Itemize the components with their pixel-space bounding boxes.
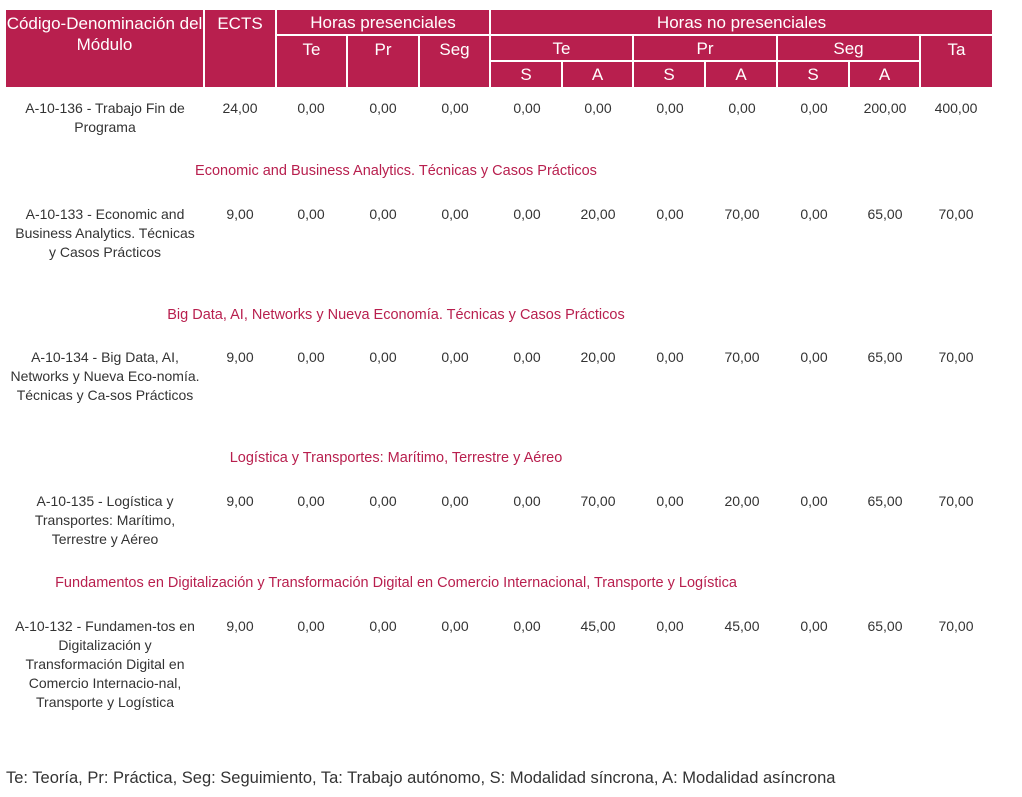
table-cell: 0,00 — [369, 349, 397, 365]
table-cell: 0,00 — [728, 100, 756, 116]
table-cell: 70,00 — [938, 206, 974, 222]
section-title: Fundamentos en Digitalización y Transfor… — [55, 575, 737, 591]
header-pres-te-label: Te — [302, 40, 321, 59]
header-pres-pr: Pr — [348, 36, 418, 87]
header-pres-seg: Seg — [420, 36, 489, 87]
module-name: A-10-136 - Trabajo Fin de Programa — [25, 100, 185, 135]
header-ta-label: Ta — [947, 40, 966, 59]
table-cell: 45,00 — [580, 618, 616, 634]
table-cell: 0,00 — [656, 493, 684, 509]
module-name: A-10-135 - Logística y Transportes: Marí… — [34, 493, 176, 547]
table-cell: 0,00 — [656, 206, 684, 222]
table-cell: 65,00 — [867, 206, 903, 222]
table-cell: 0,00 — [369, 493, 397, 509]
table-cell: 20,00 — [580, 206, 616, 222]
table-cell: 9,00 — [226, 618, 254, 634]
table-cell: 20,00 — [724, 493, 760, 509]
table-cell: 0,00 — [656, 618, 684, 634]
table-cell: 0,00 — [513, 206, 541, 222]
table-cell: 70,00 — [724, 349, 760, 365]
header-np-seg-a: A — [850, 62, 919, 87]
header-np-seg-s: S — [778, 62, 848, 87]
table-cell: 0,00 — [297, 206, 325, 222]
header-presenciales: Horas presenciales — [277, 10, 489, 34]
table-cell: 0,00 — [513, 100, 541, 116]
header-pres-seg-label: Seg — [439, 40, 470, 59]
header-np-pr-a: A — [706, 62, 776, 87]
table-cell: 0,00 — [513, 349, 541, 365]
header-np-te-s: S — [491, 62, 561, 87]
table-cell: 0,00 — [800, 206, 828, 222]
header-ects-label: ECTS — [217, 14, 263, 33]
table-cell: 20,00 — [580, 349, 616, 365]
table-cell: 0,00 — [297, 349, 325, 365]
legend: Te: Teoría, Pr: Práctica, Seg: Seguimien… — [6, 769, 836, 787]
table-cell: 0,00 — [441, 493, 469, 509]
header-np-pr-s: S — [634, 62, 704, 87]
table-cell: 0,00 — [369, 206, 397, 222]
header-np-te: Te — [491, 36, 632, 60]
table-cell: 400,00 — [934, 100, 978, 116]
header-np-te-a: A — [563, 62, 632, 87]
header-pres-te: Te — [277, 36, 346, 87]
section-title: Logística y Transportes: Marítimo, Terre… — [229, 450, 563, 466]
table-cell: 70,00 — [938, 493, 974, 509]
table-cell: 0,00 — [441, 100, 469, 116]
table-cell: 0,00 — [800, 349, 828, 365]
header-np-seg: Seg — [778, 36, 919, 60]
table-cell: 65,00 — [867, 618, 903, 634]
table-cell: 0,00 — [656, 100, 684, 116]
header-pres-pr-label: Pr — [374, 40, 392, 59]
table-cell: 0,00 — [441, 206, 469, 222]
table-cell: 0,00 — [800, 493, 828, 509]
table-cell: 0,00 — [441, 618, 469, 634]
table-cell: 0,00 — [297, 618, 325, 634]
table-cell: 0,00 — [584, 100, 612, 116]
header-ta: Ta — [921, 36, 992, 87]
table-cell: 9,00 — [226, 493, 254, 509]
table-cell: 0,00 — [513, 493, 541, 509]
table-cell: 45,00 — [724, 618, 760, 634]
table-cell: 9,00 — [226, 206, 254, 222]
table-cell: 0,00 — [297, 100, 325, 116]
table-cell: 9,00 — [226, 349, 254, 365]
table-cell: 65,00 — [867, 493, 903, 509]
table-cell: 0,00 — [441, 349, 469, 365]
table-cell: 0,00 — [656, 349, 684, 365]
table-cell: 0,00 — [800, 100, 828, 116]
table-cell: 0,00 — [513, 618, 541, 634]
table-cell: 70,00 — [938, 349, 974, 365]
section-title: Big Data, AI, Networks y Nueva Economía.… — [167, 307, 625, 323]
header-module: Código-Denominación del Módulo — [6, 10, 203, 87]
table-cell: 70,00 — [580, 493, 616, 509]
table-cell: 0,00 — [800, 618, 828, 634]
table-cell: 24,00 — [222, 100, 258, 116]
table-cell: 0,00 — [297, 493, 325, 509]
header-ects: ECTS — [205, 10, 275, 87]
header-no-presenciales: Horas no presenciales — [491, 10, 992, 34]
module-name: A-10-132 - Fundamen-tos en Digitalizació… — [15, 618, 195, 710]
table-cell: 0,00 — [369, 618, 397, 634]
module-name: A-10-134 - Big Data, AI, Networks y Nuev… — [10, 349, 200, 403]
table-cell: 0,00 — [369, 100, 397, 116]
table-cell: 70,00 — [938, 618, 974, 634]
table-cell: 70,00 — [724, 206, 760, 222]
header-module-label: Código-Denominación del Módulo — [6, 14, 203, 54]
section-title: Economic and Business Analytics. Técnica… — [195, 163, 597, 179]
module-name: A-10-133 - Economic and Business Analyti… — [15, 206, 195, 260]
table-cell: 65,00 — [867, 349, 903, 365]
header-np-pr: Pr — [634, 36, 776, 60]
table-cell: 200,00 — [863, 100, 907, 116]
